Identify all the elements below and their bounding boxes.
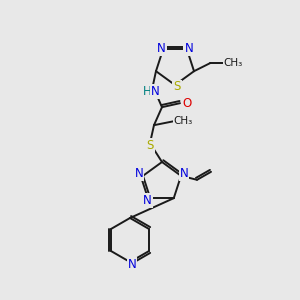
Text: O: O <box>182 97 192 110</box>
Text: N: N <box>180 167 188 180</box>
Text: S: S <box>173 80 181 94</box>
Text: N: N <box>135 167 143 180</box>
Text: N: N <box>184 42 193 55</box>
Text: N: N <box>157 42 166 55</box>
Text: S: S <box>146 139 154 152</box>
Text: N: N <box>143 194 152 207</box>
Text: H: H <box>142 85 152 98</box>
Text: CH₃: CH₃ <box>224 58 243 68</box>
Text: N: N <box>128 257 136 271</box>
Text: CH₃: CH₃ <box>173 116 193 126</box>
Text: N: N <box>151 85 159 98</box>
